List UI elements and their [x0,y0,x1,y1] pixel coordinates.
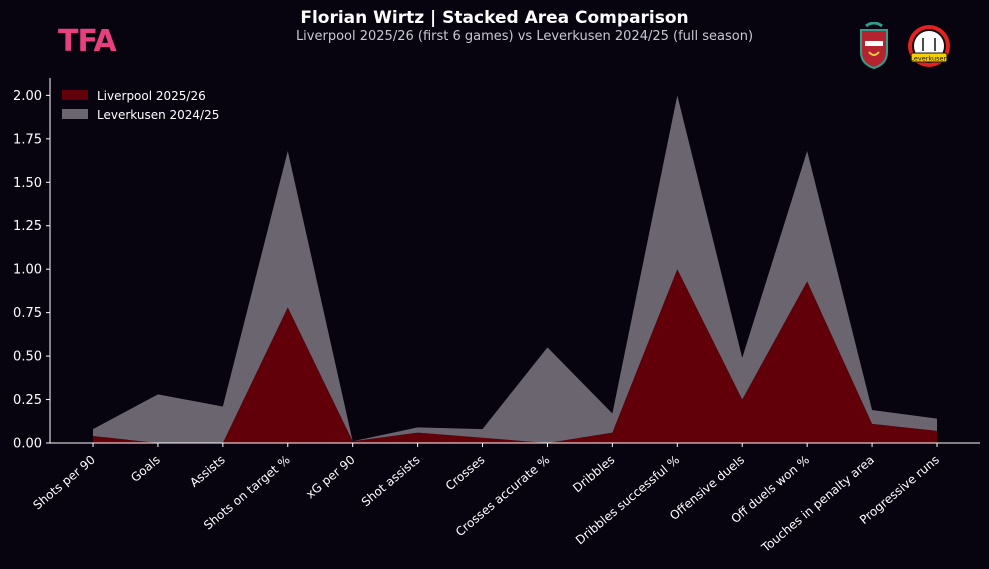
leverkusen-crest-text: Leverkusen [910,55,947,63]
y-axis-ticks: 0.00 0.25 0.50 0.75 1.00 1.25 1.50 1.75 2.00 [13,89,50,452]
y-tick-label: 0.50 [13,350,42,365]
liverpool-crest-icon [860,22,888,70]
y-tick-label: 0.25 [13,393,42,408]
brand-logo: TFA [58,24,117,59]
area-series-1 [93,269,937,443]
x-tick-label: Dribbles successful % [573,453,682,548]
x-tick-label: xG per 90 [303,453,357,502]
x-tick-label: Assists [187,453,228,490]
y-tick-label: 1.25 [13,219,42,234]
x-tick-label: Shots per 90 [30,453,97,513]
y-tick-label: 1.75 [13,132,42,147]
y-tick-label: 2.00 [13,89,42,104]
leverkusen-crest-icon: Leverkusen [908,25,950,67]
y-tick-label: 0.75 [13,306,42,321]
y-tick-label: 0.00 [13,437,42,452]
chart-subtitle: Liverpool 2025/26 (first 6 games) vs Lev… [295,29,754,44]
area-series-2 [93,95,937,443]
legend-swatch [62,90,88,100]
x-tick-label: Shot assists [359,453,423,510]
y-tick-label: 1.50 [13,176,42,191]
chart-title: Florian Wirtz | Stacked Area Comparison [300,8,689,28]
legend: Liverpool 2025/26 Leverkusen 2024/25 [62,89,219,122]
legend-label: Liverpool 2025/26 [97,89,206,103]
x-tick-label: Goals [128,453,163,485]
y-tick-label: 1.00 [13,263,42,278]
plot-areas [93,95,937,443]
x-tick-label: Crosses [443,453,488,494]
club-logos: Leverkusen [860,22,950,70]
x-tick-label: Dribbles [570,453,617,496]
legend-swatch [62,109,88,119]
legend-label: Leverkusen 2024/25 [97,108,219,122]
x-tick-label: Touches in penalty area [758,453,877,556]
